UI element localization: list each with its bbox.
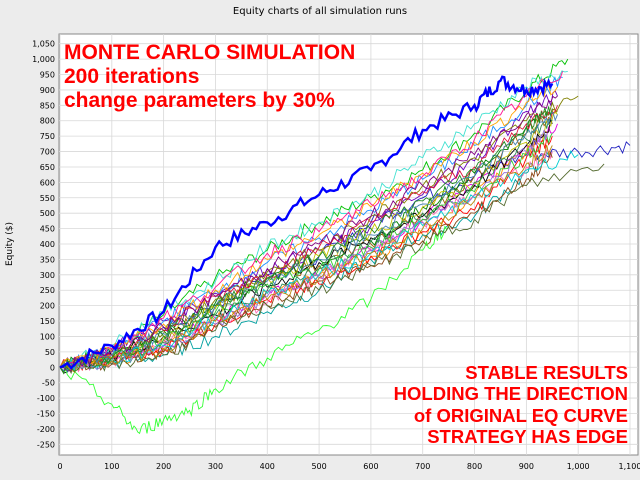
series-line	[59, 225, 450, 435]
overlay-line: change parameters by 30%	[64, 89, 335, 113]
y-tick-label: 850	[40, 101, 55, 110]
y-tick-label: 950	[40, 71, 55, 80]
y-tick-label: 350	[40, 255, 55, 264]
series-line	[59, 144, 553, 373]
y-tick-label: 100	[40, 332, 55, 341]
y-tick-label: 150	[40, 317, 55, 326]
overlay-line: STABLE RESULTS	[465, 362, 628, 383]
y-tick-label: 1,000	[32, 55, 55, 64]
results-note: STABLE RESULTS HOLDING THE DIRECTION of …	[394, 362, 628, 448]
x-tick-label: 900	[519, 462, 534, 471]
y-tick-label: 750	[40, 132, 55, 141]
x-tick-label: 600	[363, 462, 378, 471]
x-tick-label: 1,000	[567, 462, 590, 471]
series-line	[59, 105, 558, 368]
series-line	[59, 118, 553, 369]
series-line	[59, 71, 564, 368]
y-tick-label: 0	[50, 363, 55, 372]
chart-title: Equity charts of all simulation runs	[232, 6, 408, 17]
x-tick-label: 400	[260, 462, 275, 471]
y-tick-label: 250	[40, 286, 55, 295]
series-line	[59, 135, 553, 372]
x-tick-label: 500	[311, 462, 326, 471]
y-tick-label: 300	[40, 271, 55, 280]
y-tick-label: -150	[37, 409, 55, 418]
y-tick-label: 550	[40, 194, 55, 203]
y-tick-label: 800	[40, 117, 55, 126]
series-line	[59, 106, 553, 375]
y-tick-label: 400	[40, 240, 55, 249]
series-line	[59, 75, 554, 370]
overlay-line: of ORIGINAL EQ CURVE	[413, 404, 628, 426]
grid-lines	[59, 34, 638, 455]
x-tick-label: 100	[104, 462, 119, 471]
series-group	[59, 58, 631, 435]
y-tick-label: 650	[40, 163, 55, 172]
y-tick-label: 500	[40, 209, 55, 218]
x-tick-label: 200	[156, 462, 171, 471]
y-tick-label: -100	[37, 394, 55, 403]
y-tick-label: -200	[37, 425, 55, 434]
y-axis-label: Equity ($)	[5, 222, 15, 266]
y-tick-label: 50	[45, 348, 55, 357]
overlay-line: STRATEGY HAS EDGE	[427, 426, 628, 448]
y-tick-label: 450	[40, 225, 55, 234]
y-tick-label: -50	[42, 379, 55, 388]
series-line	[59, 163, 605, 375]
x-tick-label: 700	[415, 462, 430, 471]
y-tick-label: 900	[40, 86, 55, 95]
y-tick-label: -250	[37, 440, 55, 449]
x-tick-label: 800	[467, 462, 482, 471]
series-line	[59, 151, 553, 372]
y-tick-label: 200	[40, 302, 55, 311]
x-tick-label: 0	[57, 462, 62, 471]
y-tick-label: 600	[40, 178, 55, 187]
y-tick-labels: -250 -200 -150 -100 -50 0 50 100 150 200 250 300 350…	[32, 40, 55, 450]
simulation-note: MONTE CARLO SIMULATION 200 iterations ch…	[64, 41, 355, 113]
y-tick-label: 1,050	[32, 40, 55, 49]
series-line	[59, 95, 558, 372]
y-tick-label: 700	[40, 148, 55, 157]
overlay-line: MONTE CARLO SIMULATION	[64, 41, 356, 64]
overlay-line: HOLDING THE DIRECTION	[393, 383, 628, 405]
overlay-line: 200 iterations	[64, 65, 200, 89]
x-tick-label: 300	[208, 462, 223, 471]
x-tick-labels: 0 100 200 300 400 500 600 700 800 900 1,000 1,100	[57, 462, 640, 471]
x-tick-label: 1,100	[619, 462, 640, 471]
